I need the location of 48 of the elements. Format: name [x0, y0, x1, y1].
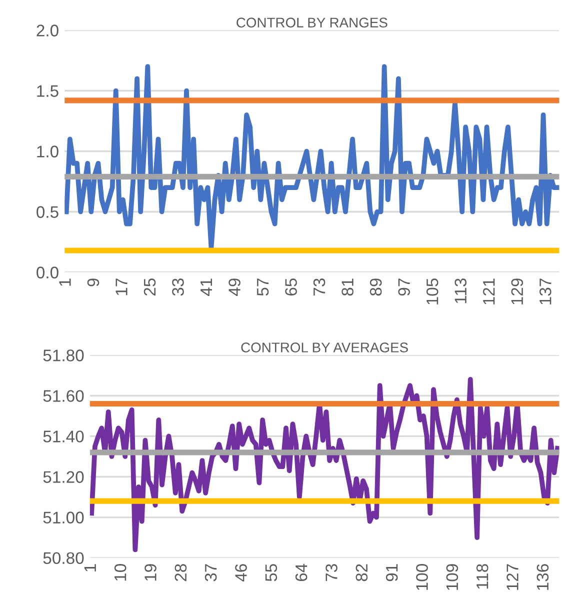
- x-tick-label: 73: [326, 564, 338, 582]
- x-tick-label: 17: [116, 278, 128, 296]
- x-tick-label: 97: [398, 278, 410, 296]
- y-tick-label: 2.0: [36, 24, 58, 36]
- x-tick-label: 109: [446, 564, 458, 590]
- line-series: [64, 64, 560, 250]
- chart-title: CONTROL BY RANGES: [236, 18, 388, 28]
- x-tick-label: 91: [386, 564, 398, 582]
- x-tick-label: 49: [228, 278, 240, 296]
- x-tick-label: 46: [235, 564, 247, 582]
- x-tick-label: 89: [370, 278, 382, 296]
- x-tick-label: 37: [204, 564, 217, 582]
- x-tick-label: 137: [540, 278, 552, 304]
- y-tick-label: 1.5: [37, 85, 58, 97]
- x-tick-label: 10: [114, 564, 126, 581]
- y-tick-label: 1.0: [37, 146, 58, 158]
- x-tick-label: 19: [144, 564, 156, 581]
- x-tick-label: 28: [174, 564, 187, 582]
- x-tick-label: 73: [313, 278, 326, 296]
- x-tick-label: 129: [511, 278, 524, 304]
- x-tick-label: 1: [84, 564, 96, 572]
- x-tick-label: 25: [144, 278, 156, 296]
- x-tick-label: 113: [454, 278, 467, 304]
- x-tick-label: 33: [172, 278, 184, 296]
- x-tick-label: 118: [476, 564, 488, 589]
- y-tick-label: 51.40: [43, 430, 84, 442]
- x-tick-label: 136: [536, 564, 549, 590]
- x-tick-label: 81: [342, 278, 354, 296]
- x-tick-label: 57: [257, 278, 269, 296]
- y-tick-label: 51.80: [43, 350, 84, 362]
- x-tick-label: 55: [265, 564, 278, 582]
- chart-title: CONTROL BY AVERAGES: [241, 342, 408, 352]
- y-tick-label: 50.80: [43, 552, 84, 564]
- y-tick-label: 51.00: [43, 512, 84, 524]
- y-tick-label: 51.60: [43, 390, 84, 402]
- x-tick-label: 1: [59, 278, 71, 286]
- x-tick-label: 65: [285, 278, 297, 296]
- x-tick-label: 127: [506, 564, 518, 590]
- x-tick-label: 82: [356, 564, 368, 582]
- x-tick-label: 9: [87, 278, 100, 286]
- y-tick-label: 0.5: [36, 206, 58, 218]
- x-tick-label: 100: [416, 564, 428, 590]
- x-tick-label: 64: [295, 564, 308, 582]
- x-tick-label: 41: [200, 278, 212, 296]
- x-tick-label: 105: [426, 278, 438, 304]
- x-tick-label: 121: [482, 278, 495, 304]
- y-tick-label: 51.20: [43, 471, 84, 483]
- y-tick-label: 0.0: [36, 266, 58, 278]
